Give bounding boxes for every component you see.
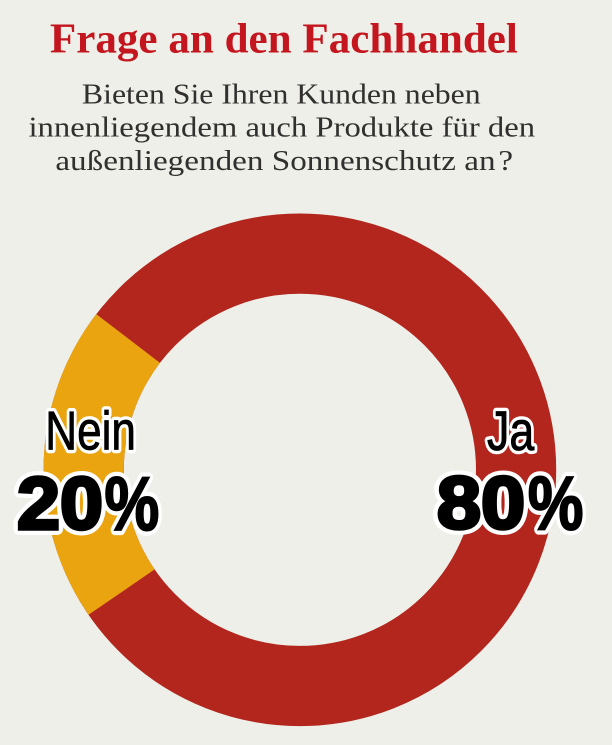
svg-text:20: 20 xyxy=(17,462,103,545)
svg-text:%: % xyxy=(528,460,584,545)
svg-text:80: 80 xyxy=(437,462,525,545)
svg-text:Ja: Ja xyxy=(487,399,535,462)
svg-text:%: % xyxy=(105,460,160,546)
svg-text:20: 20 xyxy=(17,462,103,545)
svg-text:Nein: Nein xyxy=(45,400,136,462)
svg-text:Bieten Sie Ihren Kunden neben: Bieten Sie Ihren Kunden neben xyxy=(82,79,481,110)
svg-text:Frage an den Fachhandel: Frage an den Fachhandel xyxy=(50,16,518,63)
svg-text:außenliegenden Sonnenschutz an: außenliegenden Sonnenschutz an ? xyxy=(55,145,513,176)
svg-text:Ja: Ja xyxy=(487,399,535,462)
svg-text:Nein: Nein xyxy=(45,400,136,462)
svg-text:80: 80 xyxy=(437,462,525,545)
svg-text:%: % xyxy=(105,460,160,546)
svg-text:innenliegendem auch Produkte f: innenliegendem auch Produkte für den xyxy=(28,112,535,143)
svg-text:%: % xyxy=(528,460,584,545)
